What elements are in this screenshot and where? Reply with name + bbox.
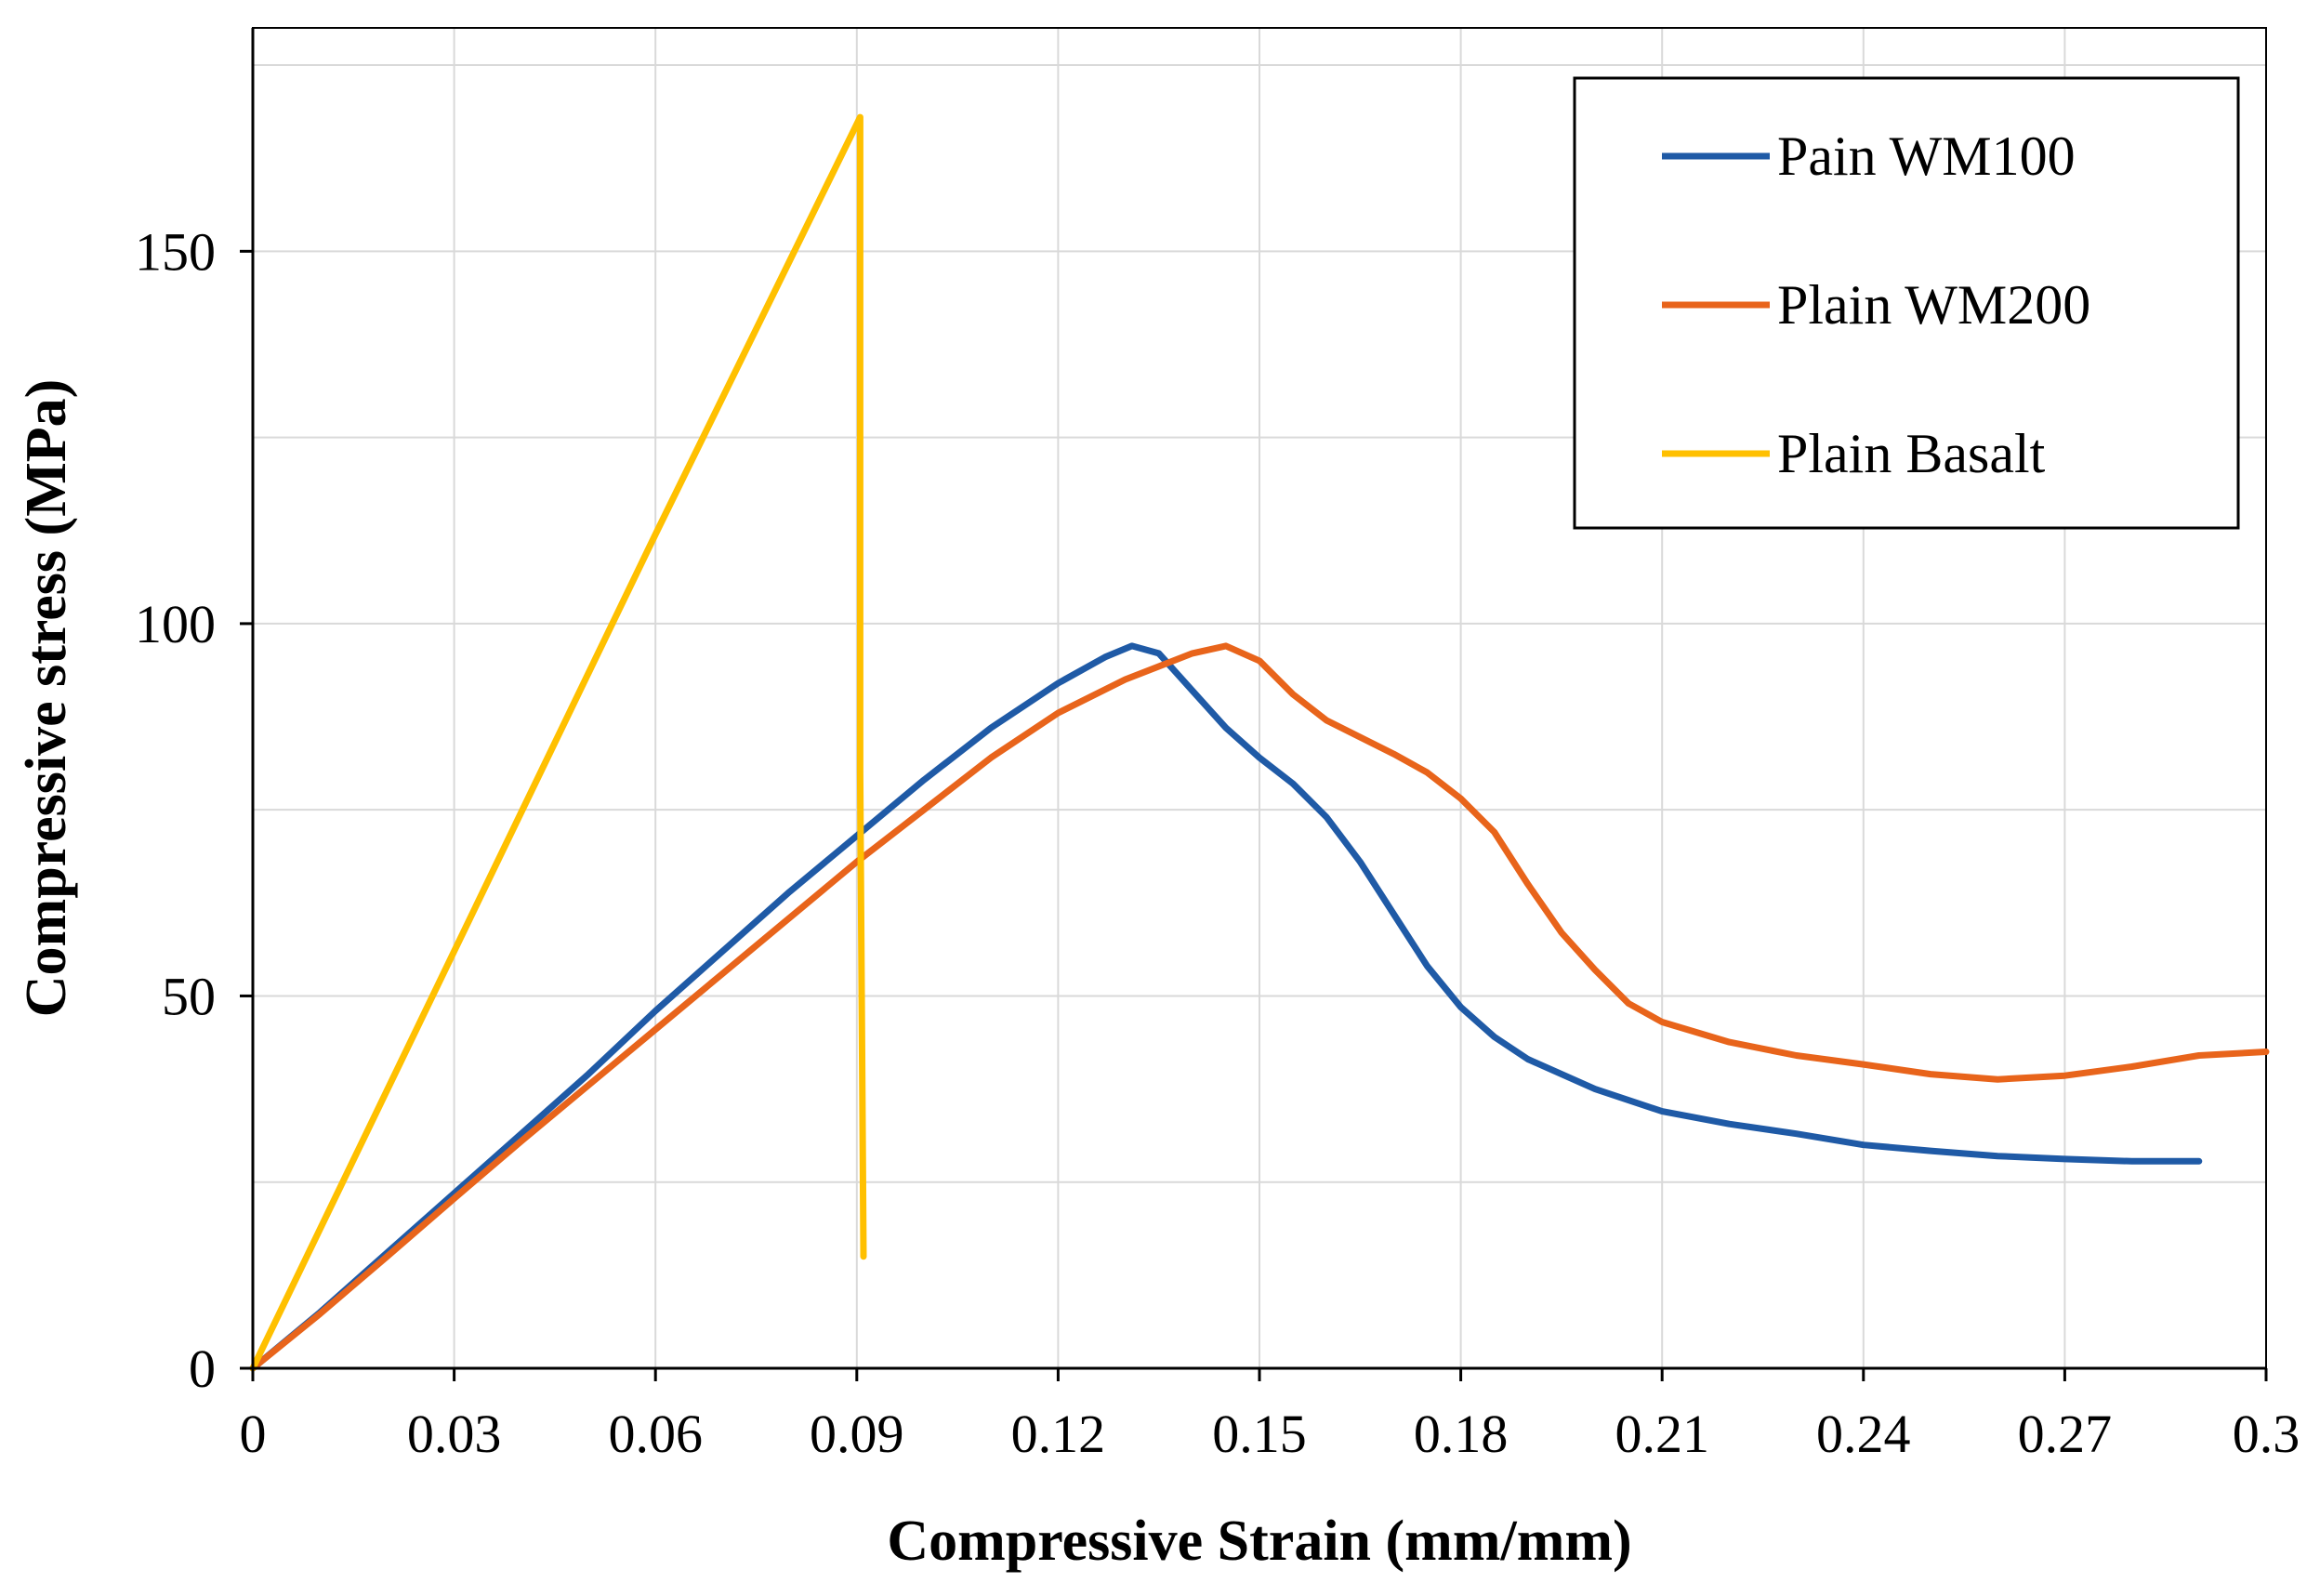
x-tick-label: 0.09 <box>810 1404 904 1464</box>
y-tick-label: 150 <box>135 221 216 282</box>
legend-label: Pain WM100 <box>1777 125 2076 187</box>
x-tick-label: 0.03 <box>407 1404 502 1464</box>
series-line-pain-wm100 <box>249 642 2203 1372</box>
y-tick-label: 0 <box>189 1339 216 1399</box>
x-axis-title: Compressive Strain (mm/mm) <box>887 1510 1631 1573</box>
series-line-plain-wm200 <box>249 642 2270 1372</box>
x-tick-label: 0.21 <box>1615 1404 1709 1464</box>
y-axis-title: Compressive stress (MPa) <box>15 379 78 1017</box>
x-tick-label: 0.12 <box>1011 1404 1106 1464</box>
legend-label: Plain WM200 <box>1777 274 2090 336</box>
x-tick-label: 0.24 <box>1816 1404 1911 1464</box>
y-tick-label: 50 <box>162 966 216 1026</box>
x-tick-label: 0.27 <box>2018 1404 2113 1464</box>
legend: Pain WM100 Plain WM200 Plain Basalt <box>1573 76 2240 530</box>
series-line-plain-basalt <box>249 113 867 1372</box>
x-tick-label: 0.18 <box>1414 1404 1509 1464</box>
x-tick-label: 0.3 <box>2233 1404 2300 1464</box>
x-tick-label: 0.15 <box>1212 1404 1307 1464</box>
y-tick-label: 100 <box>135 594 216 654</box>
x-tick-label: 0.06 <box>608 1404 703 1464</box>
x-tick-label: 0 <box>240 1404 267 1464</box>
series-layer <box>249 113 2270 1372</box>
legend-label: Plain Basalt <box>1777 423 2046 484</box>
axes: 0 0.03 0.06 0.09 0.12 0.15 0.18 0.21 0.24 0.27 0.3… <box>135 28 2300 1464</box>
